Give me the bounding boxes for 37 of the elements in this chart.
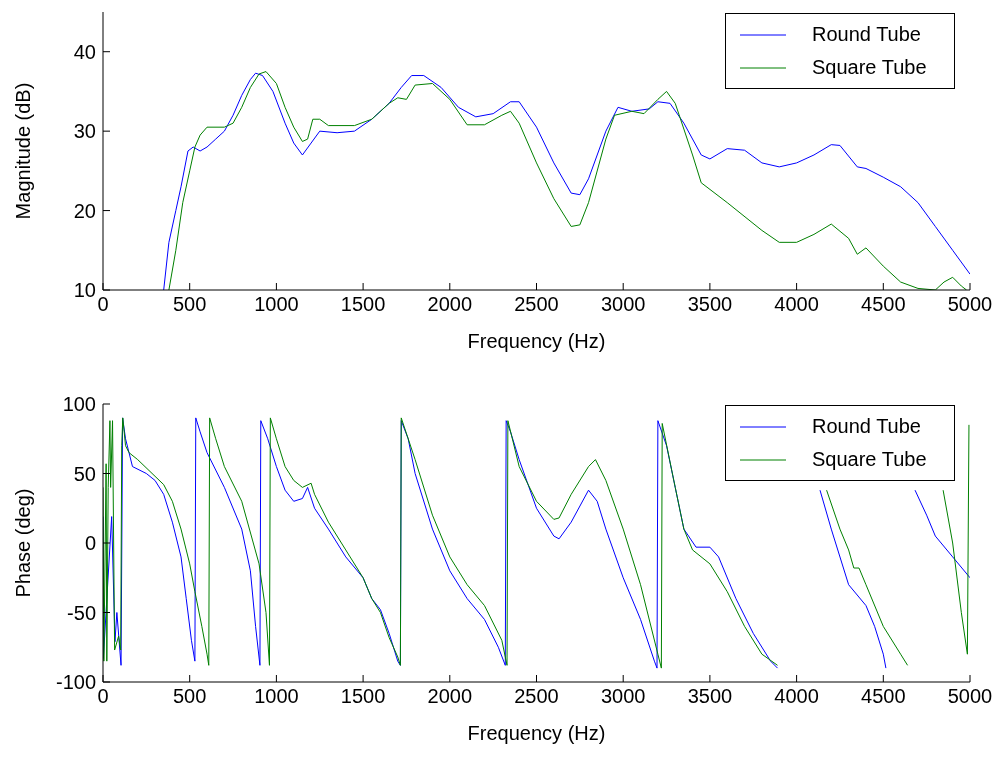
- y-tick-label: 0: [84, 532, 96, 555]
- legend-label: Round Tube: [812, 23, 921, 46]
- y-tick-label: -50: [67, 601, 96, 624]
- y-tick-label: 40: [73, 40, 96, 63]
- x-tick-label: 1500: [340, 293, 386, 316]
- x-tick-label: 1500: [340, 685, 386, 708]
- y-axis-title: Phase (deg): [12, 488, 35, 598]
- x-tick-label: 500: [173, 685, 207, 708]
- x-tick-label: 3500: [687, 293, 733, 316]
- y-tick-label: 100: [62, 393, 96, 416]
- x-tick-label: 2500: [514, 293, 559, 316]
- x-tick-label: 2000: [427, 685, 473, 708]
- x-tick-label: 4500: [861, 293, 906, 316]
- x-tick-label: 1000: [254, 685, 299, 708]
- x-tick-label: 3500: [687, 685, 733, 708]
- x-tick-label: 5000: [947, 293, 993, 316]
- x-tick-label: 5000: [947, 685, 993, 708]
- x-tick-label: 4000: [774, 293, 819, 316]
- legend-label: Square Tube: [812, 56, 927, 79]
- x-axis-title: Frequency (Hz): [467, 330, 606, 352]
- legend-label: Round Tube: [812, 415, 921, 438]
- x-axis-title: Frequency (Hz): [467, 722, 606, 744]
- y-tick-label: 10: [73, 279, 96, 302]
- x-tick-label: 2500: [514, 685, 559, 708]
- x-tick-label: 3000: [600, 293, 646, 316]
- legend-label: Square Tube: [812, 448, 927, 471]
- y-axis-title: Magnitude (dB): [12, 82, 35, 220]
- x-tick-label: 4500: [861, 685, 906, 708]
- y-tick-label: 20: [73, 199, 96, 222]
- y-tick-label: -100: [55, 671, 96, 694]
- x-tick-label: 3000: [600, 685, 646, 708]
- x-tick-label: 500: [173, 293, 207, 316]
- x-tick-label: 1000: [254, 293, 299, 316]
- x-tick-label: 2000: [427, 293, 473, 316]
- x-tick-label: 4000: [774, 685, 819, 708]
- y-tick-label: 50: [73, 462, 96, 485]
- y-tick-label: 30: [73, 120, 96, 143]
